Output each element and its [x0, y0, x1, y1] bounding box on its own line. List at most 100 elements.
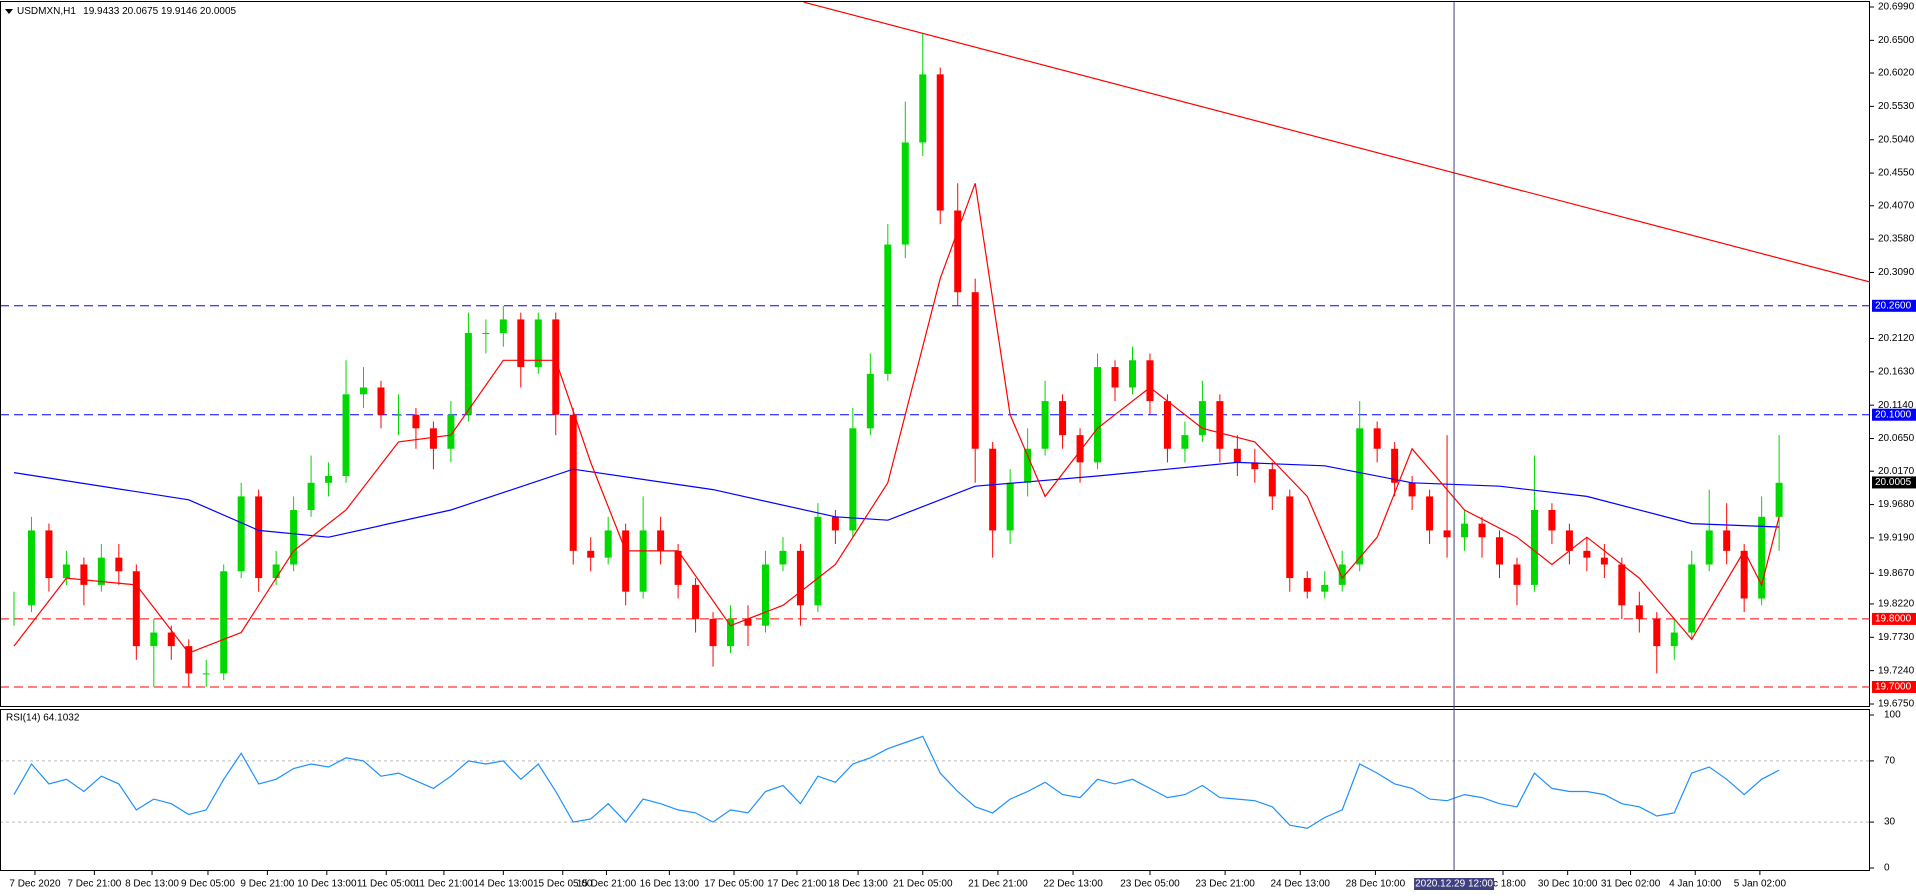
y-tick-label: 19.8670 — [1878, 568, 1915, 579]
candle-body — [1146, 360, 1154, 402]
candle-body — [587, 550, 595, 558]
y-tick-label: 20.3580 — [1878, 234, 1915, 245]
candle-body — [1006, 482, 1014, 531]
candle-body — [1338, 564, 1346, 585]
candle-body — [639, 530, 647, 592]
candle-body — [1024, 448, 1032, 483]
candle-body — [1059, 401, 1067, 436]
x-tick-label: 16 Dec 13:00 — [640, 879, 700, 890]
candle-body — [1530, 510, 1538, 585]
candle-body — [429, 428, 437, 449]
x-tick-label: 4 Jan 10:00 — [1669, 879, 1722, 890]
x-tick-label: 15 Dec 05:00 — [533, 879, 593, 890]
candle-body — [552, 319, 560, 415]
y-tick-label: 20.6990 — [1878, 2, 1915, 13]
indicator-y-tick-label: 100 — [1884, 710, 1901, 721]
candle-body — [534, 319, 542, 368]
candle-body — [761, 564, 769, 626]
candle-body — [1163, 401, 1171, 449]
candle-body — [1565, 530, 1573, 551]
candle-body — [517, 319, 525, 368]
x-tick-label: 5 Jan 02:00 — [1734, 879, 1787, 890]
candle-body — [237, 496, 245, 572]
candle-body — [1076, 435, 1084, 463]
indicator-panel — [0, 709, 1870, 871]
candle-body — [744, 618, 752, 626]
candle-body — [657, 530, 665, 551]
candle-body — [115, 557, 123, 572]
candle-body — [220, 571, 228, 674]
main-panel — [0, 1, 1870, 707]
candle-body — [27, 530, 35, 606]
candle-body — [1583, 550, 1591, 558]
candle-body — [604, 530, 612, 558]
candle-body — [1461, 523, 1469, 538]
candle-body — [796, 550, 804, 606]
x-tick-label: 30 Dec 10:00 — [1538, 879, 1598, 890]
level-label-box — [1872, 299, 1916, 312]
x-tick-label: 15 Dec 21:00 — [577, 879, 637, 890]
candle-body — [1478, 523, 1486, 538]
candle-body — [185, 646, 193, 674]
candle-body — [1408, 482, 1416, 497]
level-label-box — [1872, 408, 1916, 421]
candle-body — [447, 414, 455, 449]
y-tick-label: 20.6500 — [1878, 35, 1915, 46]
candle-body — [1758, 516, 1766, 599]
candle-body — [360, 387, 368, 395]
x-tick-label: 24 Dec 13:00 — [1271, 879, 1331, 890]
candle-body — [1198, 401, 1206, 436]
x-tick-label: 28 Dec 10:00 — [1346, 879, 1406, 890]
candle-body — [1618, 564, 1626, 606]
candle-body — [1635, 605, 1643, 619]
indicator-line — [13, 735, 1780, 829]
x-tick-label: 21 Dec 21:00 — [968, 879, 1028, 890]
y-tick-label: 20.3090 — [1878, 267, 1915, 278]
candle-body — [1775, 482, 1783, 517]
candle-body — [482, 333, 490, 335]
candle-body — [1443, 530, 1451, 538]
collapse-icon[interactable] — [5, 9, 13, 14]
x-tick-label: 18 Dec 13:00 — [828, 879, 888, 890]
candle-body — [901, 142, 909, 245]
candle-body — [202, 673, 210, 675]
y-tick-label: 19.9190 — [1878, 533, 1915, 544]
candle-body — [709, 618, 717, 647]
chart-title: USDMXN,H1 19.9433 20.0675 19.9146 20.0005 — [17, 6, 237, 17]
candle-body — [412, 414, 420, 429]
x-tick-label: 22 Dec 13:00 — [1043, 879, 1103, 890]
symbol: USDMXN,H1 — [17, 6, 76, 17]
candle-body — [80, 564, 88, 585]
candle-body — [464, 333, 472, 415]
candle-body — [1723, 530, 1731, 551]
x-tick-label: 7 Dec 2020 — [9, 879, 61, 890]
candle-body — [45, 530, 53, 579]
x-tick-label: 9 Dec 21:00 — [240, 879, 294, 890]
y-tick-label: 20.2120 — [1878, 333, 1915, 344]
candle-body — [1181, 435, 1189, 449]
candle-body — [167, 632, 175, 647]
candle-body — [989, 448, 997, 531]
candle-body — [1495, 537, 1503, 565]
candle-body — [727, 618, 735, 647]
x-tick-label: 17 Dec 21:00 — [767, 879, 827, 890]
candle-body — [325, 475, 333, 483]
x-tick-label: 11 Dec 21:00 — [415, 879, 474, 890]
candle-body — [1600, 557, 1608, 565]
candle-body — [1373, 428, 1381, 449]
candle-body — [674, 550, 682, 585]
indicator-title: RSI(14) 64.1032 — [6, 713, 80, 724]
x-tick-label: 23 Dec 21:00 — [1195, 879, 1255, 890]
candle-body — [97, 557, 105, 585]
candle-body — [272, 564, 280, 579]
candle-body — [499, 319, 507, 334]
quote: 19.9433 20.0675 19.9146 20.0005 — [83, 6, 236, 17]
candle-body — [1705, 530, 1713, 565]
y-tick-label: 20.6020 — [1878, 68, 1915, 79]
candle-body — [132, 571, 140, 647]
moving-average — [13, 461, 1780, 538]
y-tick-label: 19.6750 — [1878, 699, 1915, 710]
candle-body — [1653, 618, 1661, 647]
